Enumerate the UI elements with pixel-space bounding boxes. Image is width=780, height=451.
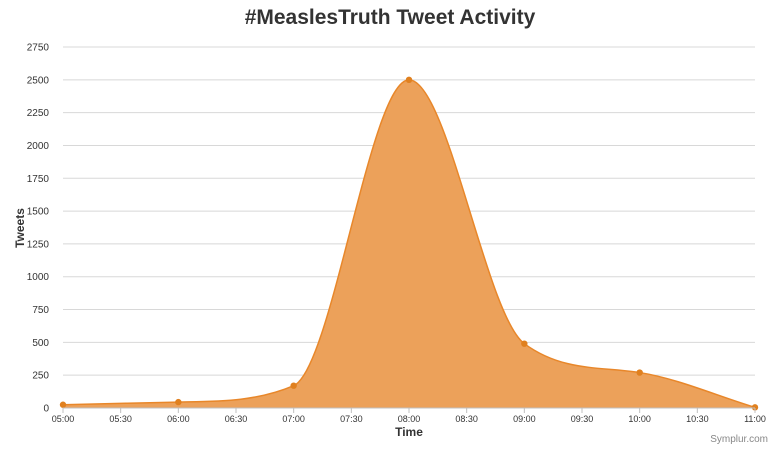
x-tick-label: 08:30 [455,414,478,424]
y-tick-label: 1250 [27,239,50,250]
x-tick-label: 07:30 [340,414,363,424]
y-tick-label: 1500 [27,207,50,218]
x-tick-label: 11:00 [744,414,766,424]
chart-title: #MeaslesTruth Tweet Activity [244,6,536,29]
data-point[interactable] [636,369,643,376]
x-tick-label: 05:30 [109,414,132,424]
axes: 0 250 500 750 1000 1250 1500 1750 2000 2250 2500 27… [27,43,766,425]
x-tick-label: 08:00 [398,414,421,424]
x-tick-label: 05:00 [52,414,75,424]
x-tick-label: 07:00 [282,414,305,424]
data-point[interactable] [405,76,413,84]
x-tick-label: 06:00 [167,414,190,424]
x-tick-label: 09:30 [571,414,594,424]
y-axis-title: Tweets [13,208,27,248]
x-tick-label: 10:30 [686,414,709,424]
data-point[interactable] [290,382,297,389]
area-fill [63,79,755,409]
y-tick-label: 2500 [27,75,50,86]
data-markers [59,76,759,411]
credit-link[interactable]: Symplur.com [710,434,768,445]
y-tick-label: 2750 [27,43,50,54]
data-point[interactable] [521,340,528,347]
y-tick-label: 250 [32,371,49,382]
x-tick-label: 06:30 [225,414,248,424]
y-tick-label: 1750 [27,174,50,185]
y-tick-label: 2000 [27,141,50,152]
y-tick-label: 500 [32,338,49,349]
data-point[interactable] [175,398,182,406]
y-tick-label: 2250 [27,108,50,119]
y-tick-label: 0 [43,404,49,415]
x-axis-title: Time [395,425,423,439]
data-point[interactable] [751,404,759,411]
y-tick-label: 750 [32,305,49,316]
y-tick-label: 1000 [27,272,50,283]
data-point[interactable] [59,401,67,408]
x-tick-label: 10:00 [628,414,651,424]
x-tick-label: 09:00 [513,414,536,424]
